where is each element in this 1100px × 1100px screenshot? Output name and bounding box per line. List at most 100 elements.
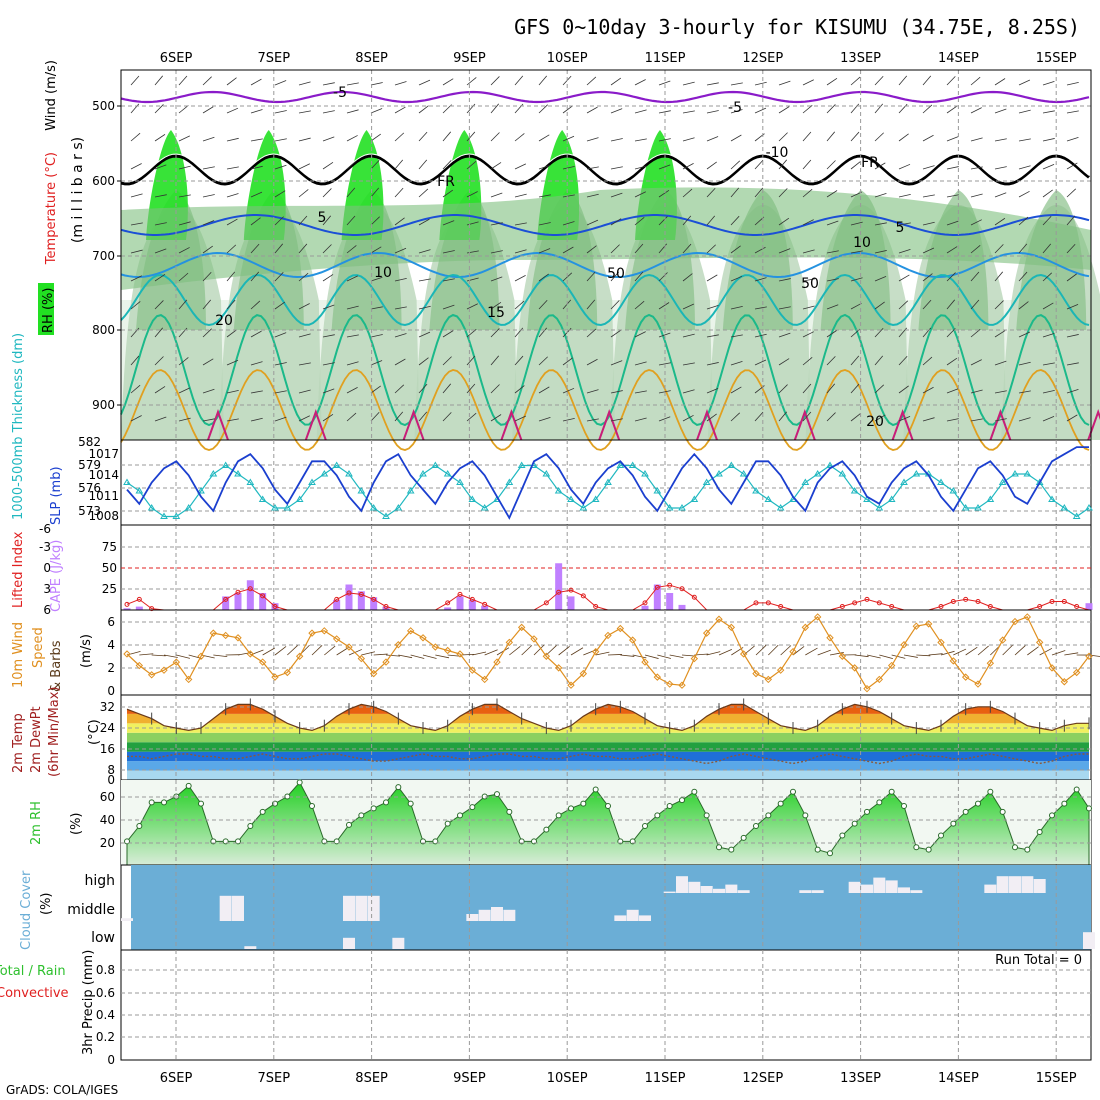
wind-barb <box>298 415 310 422</box>
rh-panel: 60 40 20 <box>100 779 1092 866</box>
cape-bar <box>1085 603 1093 610</box>
cape-bar <box>641 605 649 610</box>
wind-barb <box>706 413 717 422</box>
wind-barb <box>538 134 550 142</box>
contour-label: 10 <box>374 265 392 281</box>
wind-barb <box>1018 216 1029 226</box>
wind-barb <box>1018 390 1031 394</box>
wind-barb <box>778 188 788 198</box>
wind-point <box>764 675 773 684</box>
wind-barb <box>922 134 934 142</box>
rh-point <box>703 812 710 819</box>
lifted-point <box>568 587 574 593</box>
wind-barb <box>154 416 167 422</box>
wind-barb <box>538 75 548 86</box>
cloud-gap <box>725 884 738 893</box>
wind-barb-10m <box>435 654 450 659</box>
wind-barb-10m <box>274 646 287 656</box>
wind-barb <box>946 388 959 394</box>
temp-band <box>127 732 1089 743</box>
wind-barb <box>442 383 452 394</box>
wind-barb-10m <box>361 651 376 656</box>
wind-barb <box>994 418 1007 422</box>
cape-bar <box>555 563 563 610</box>
wind-barb-10m <box>1027 646 1039 656</box>
wind-barb <box>370 360 383 366</box>
grads-credit: GrADS: COLA/IGES <box>6 1083 118 1097</box>
wind-barb <box>1018 301 1029 310</box>
wind-point <box>505 638 514 647</box>
wind-barb-10m <box>632 654 647 659</box>
cape-bar <box>135 606 143 610</box>
wind-barb <box>322 362 335 366</box>
wind-tick: 6 <box>107 615 115 629</box>
wind-point <box>567 681 575 689</box>
wind-barb <box>706 334 719 338</box>
thickness-point <box>1072 512 1081 519</box>
wind-barb <box>898 416 911 422</box>
wind-barb <box>826 131 836 142</box>
wind-barb <box>178 357 189 366</box>
wind-barb <box>730 275 743 282</box>
cloud-gap <box>614 915 627 921</box>
lifted-point <box>839 603 845 609</box>
thickness-point <box>443 470 452 477</box>
wind-barb <box>706 304 719 310</box>
thickness-point <box>937 478 945 485</box>
wind-barb <box>202 245 213 254</box>
wind-barb <box>922 273 933 282</box>
rh-point <box>679 797 685 804</box>
wind-point <box>332 635 341 643</box>
wind-barb <box>346 245 357 254</box>
wind-barb <box>466 329 477 338</box>
thickness-point <box>554 487 563 494</box>
cloud-gap <box>737 890 750 893</box>
rh-point <box>987 788 994 795</box>
rh-point <box>358 812 365 819</box>
thickness-point <box>715 470 723 477</box>
wind-barb <box>898 133 909 142</box>
wind-point <box>258 658 267 666</box>
rh-point <box>506 808 513 815</box>
cape-tick: 75 <box>102 540 117 554</box>
wind-barb <box>442 189 454 198</box>
rh-tick: 60 <box>100 790 115 804</box>
wind-barb-10m <box>509 645 521 656</box>
wind-barb <box>130 132 141 142</box>
wind-barb <box>298 272 309 282</box>
wind-barb <box>922 417 935 422</box>
precip-tick: 0.4 <box>96 1008 115 1022</box>
wind-barb <box>682 137 695 142</box>
wind-barb <box>1066 110 1079 114</box>
wind-barb <box>370 187 380 198</box>
wind-barb <box>274 332 287 338</box>
wind-barb <box>586 245 597 254</box>
wind-barb-10m <box>533 644 545 656</box>
rh-point <box>802 812 809 819</box>
wind-barb <box>298 81 311 86</box>
temp-2m-label: 2m Temp <box>11 713 26 773</box>
wind-barb <box>802 219 814 226</box>
wind-barb <box>226 359 239 366</box>
wind-barb <box>274 138 287 142</box>
wind-barb <box>586 299 596 310</box>
wind-point <box>184 675 193 684</box>
cloud-gap <box>1009 876 1021 893</box>
wind-barb <box>394 106 406 114</box>
wind-barb <box>490 222 503 226</box>
wind-barb <box>490 162 502 170</box>
rh-point <box>654 812 661 819</box>
cloud-gap <box>996 876 1009 893</box>
wind-barb <box>658 416 671 422</box>
rh-point <box>950 820 957 827</box>
wind-barb <box>154 274 166 282</box>
thickness-point <box>332 461 341 468</box>
rh-point <box>901 802 907 809</box>
wind-barb <box>130 222 143 226</box>
wind-barb <box>706 274 718 282</box>
rh-point <box>543 826 550 833</box>
contour-hot <box>500 409 523 441</box>
cape-bar <box>246 580 254 610</box>
wind-point <box>702 629 711 637</box>
wind-point <box>752 669 760 678</box>
